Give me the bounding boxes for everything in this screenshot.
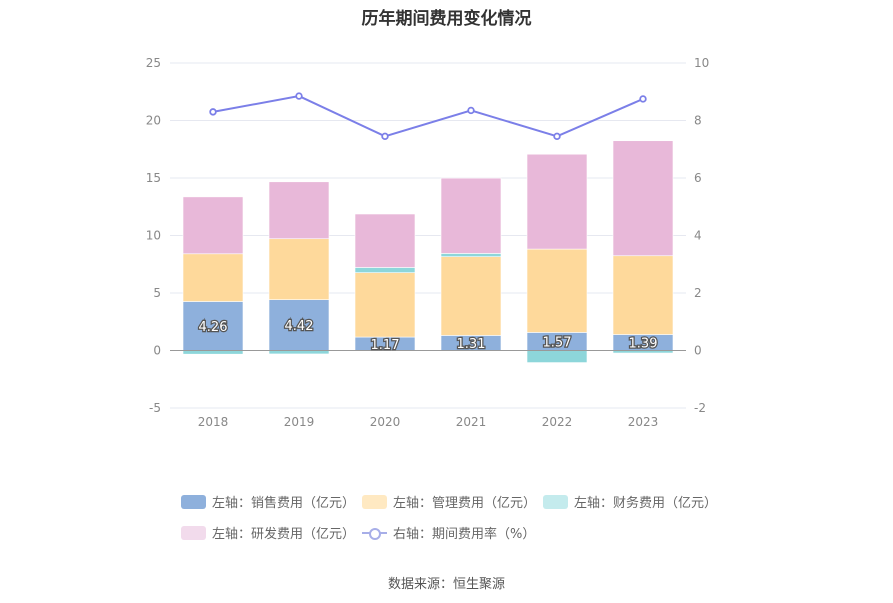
data-label: 1.57 — [543, 335, 572, 350]
left-axis-tick-label: 5 — [153, 286, 161, 300]
legend-line-marker-icon — [362, 526, 387, 540]
bar-segment — [526, 248, 588, 333]
bar-segment — [440, 177, 502, 254]
left-axis-tick-label: 15 — [146, 171, 161, 185]
right-axis-tick-label: 8 — [694, 114, 702, 128]
bar-segment — [268, 299, 330, 351]
rate-point — [381, 132, 389, 141]
data-label: 1.17 — [371, 338, 400, 353]
data-label: 4.26 — [199, 320, 228, 335]
bar-segment — [182, 196, 244, 255]
left-axis-tick-label: 10 — [146, 229, 161, 243]
left-axis-tick-label: 0 — [153, 344, 161, 358]
chart-title: 历年期间费用变化情况 — [361, 9, 532, 29]
left-axis-tick-label: 25 — [146, 56, 161, 70]
bar-segment — [440, 256, 502, 336]
bar-segment — [268, 181, 330, 240]
legend-swatch-finance — [543, 494, 568, 509]
legend-label-finance: 左轴：财务费用（亿元） — [574, 496, 718, 511]
bar-segment — [268, 238, 330, 300]
rate-point — [553, 132, 561, 141]
right-axis-tick-label: 4 — [694, 229, 702, 243]
bar-segment — [354, 213, 416, 268]
legend-label-sales: 左轴：销售费用（亿元） — [212, 496, 356, 511]
bar-segment — [526, 350, 588, 363]
rate-line — [212, 95, 644, 138]
chart-canvas: 4.26 4.42 1.17 1.31 1.57 1.39 -5 0 5 10 15 20 25 -2 0… — [146, 56, 710, 429]
x-axis-tick-label: 2020 — [370, 415, 401, 429]
left-axis-tick-label: 20 — [146, 114, 161, 128]
bar-segment — [612, 255, 674, 335]
bar-segment — [182, 301, 244, 351]
x-axis-tick-label: 2022 — [542, 415, 573, 429]
source-note: 数据来源：恒生聚源 — [387, 577, 505, 592]
right-axis-tick-label: -2 — [694, 401, 706, 415]
bar-segment — [268, 350, 330, 355]
left-axis-tick-label: -5 — [149, 401, 161, 415]
legend-swatch-rnd — [181, 525, 206, 540]
legend-label-rnd: 左轴：研发费用（亿元） — [212, 527, 356, 542]
right-axis-tick-label: 10 — [694, 56, 709, 70]
legend-item-finance[interactable]: 左轴：财务费用（亿元） — [543, 492, 717, 511]
legend-item-sales[interactable]: 左轴：销售费用（亿元） — [181, 492, 355, 511]
bar-segment — [354, 272, 416, 338]
rate-point — [209, 108, 217, 116]
bar-segment — [182, 350, 244, 355]
rate-point — [639, 95, 647, 103]
legend-item-expense-rate[interactable]: 右轴：期间费用率（%） — [362, 523, 535, 542]
right-axis-tick-label: 0 — [694, 344, 702, 358]
legend-item-admin[interactable]: 左轴：管理费用（亿元） — [362, 492, 536, 511]
rate-point — [295, 92, 303, 100]
x-axis-tick-label: 2019 — [284, 415, 315, 429]
x-axis-tick-label: 2023 — [628, 415, 659, 429]
x-axis-tick-label: 2018 — [198, 415, 229, 429]
legend-label-expense-rate: 右轴：期间费用率（%） — [393, 527, 536, 542]
data-label: 4.42 — [285, 319, 314, 334]
rate-point — [467, 106, 475, 115]
right-axis-tick-label: 2 — [694, 286, 702, 300]
legend-label-admin: 左轴：管理费用（亿元） — [393, 496, 537, 511]
x-axis-tick-label: 2021 — [456, 415, 487, 429]
bar-segment — [440, 253, 502, 257]
legend-item-rnd[interactable]: 左轴：研发费用（亿元） — [181, 523, 355, 542]
legend-swatch-admin — [362, 494, 387, 509]
bar-segment — [354, 267, 416, 273]
bar-segment — [612, 140, 674, 257]
bar-segment — [526, 153, 588, 250]
legend-swatch-sales — [181, 494, 206, 509]
data-label: 1.31 — [457, 337, 486, 352]
data-label: 1.39 — [629, 337, 658, 352]
right-axis-tick-label: 6 — [694, 171, 702, 185]
bar-segment — [182, 253, 244, 302]
